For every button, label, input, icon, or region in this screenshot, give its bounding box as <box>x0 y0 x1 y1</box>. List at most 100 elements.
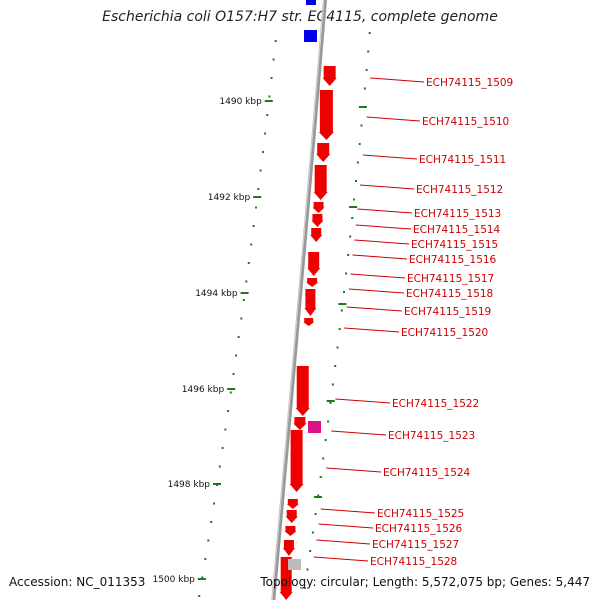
genome-title: Escherichia coli O157:H7 str. EC4115, co… <box>102 9 498 25</box>
gene-label: ECH74115_1525 <box>377 508 464 520</box>
scale-dot <box>340 309 343 312</box>
gene-arrow <box>285 510 298 523</box>
scale-dot <box>338 328 341 330</box>
scale-dot <box>351 217 354 219</box>
topology-label: Topology: <box>260 575 321 589</box>
scale-label: 1494 kbp <box>195 289 238 299</box>
gene-features <box>279 0 337 600</box>
gene-arrow <box>318 90 334 140</box>
gene-arrow <box>306 278 319 287</box>
gene-label: ECH74115_1522 <box>392 398 479 410</box>
scale-dot <box>221 447 224 449</box>
gene-label: ECH74115_1509 <box>426 77 513 89</box>
scale-dot <box>252 225 255 227</box>
scale-label: 1498 kbp <box>168 480 211 490</box>
scale-dot <box>272 58 275 61</box>
pseudo-gene <box>288 559 301 570</box>
scale-dot <box>207 539 210 542</box>
scale-dot <box>343 291 345 293</box>
scale-dot <box>240 317 243 320</box>
gene-arrow <box>312 202 325 213</box>
gene-arrow <box>284 526 297 536</box>
gene-arrow <box>316 143 331 162</box>
length-label: ; Length: <box>364 575 422 589</box>
backbone-line <box>271 0 327 600</box>
gene-label: ECH74115_1514 <box>413 224 501 236</box>
gene-label: ECH74115_1518 <box>406 288 493 300</box>
major-tick <box>358 106 367 108</box>
scale-dot <box>270 77 273 79</box>
scale-label: 1492 kbp <box>208 193 251 203</box>
genes-value: 5,447 <box>555 575 590 589</box>
gene-labels: ECH74115_1509 ECH74115_1510 ECH74115_1511 E… <box>370 77 513 568</box>
topology-value: circular <box>320 575 365 589</box>
scale-ticks-right <box>303 32 371 589</box>
gene-label: ECH74115_1520 <box>401 327 488 339</box>
accession-value: NC_011353 <box>76 575 146 589</box>
leader-line <box>320 508 376 514</box>
leader-line <box>346 306 403 312</box>
scale-dot <box>218 465 221 468</box>
gene-label: ECH74115_1528 <box>370 556 457 568</box>
scale-dot <box>268 95 271 98</box>
scale-dot <box>261 151 264 153</box>
scale-dot <box>232 373 235 375</box>
scale-dot <box>368 32 371 34</box>
leader-line <box>359 184 415 190</box>
gene-label: ECH74115_1513 <box>414 208 501 220</box>
scale-dot <box>204 558 207 560</box>
scale-dot <box>358 143 361 145</box>
leader-line <box>370 77 425 83</box>
leader-line <box>362 154 418 160</box>
scale-dot <box>317 494 320 497</box>
gene-arrow <box>304 289 317 316</box>
major-tick <box>313 496 322 498</box>
scale-dot <box>210 521 213 523</box>
scale-dot <box>327 420 330 423</box>
gene-label: ECH74115_1510 <box>422 116 509 128</box>
leader-line <box>352 254 408 260</box>
scale-dot <box>235 354 238 357</box>
leader-line <box>357 208 413 214</box>
gene-label: ECH74115_1517 <box>407 273 494 285</box>
scale-dot <box>306 568 309 571</box>
scale-labels: 1490 kbp 1492 kbp 1494 kbp 1496 kbp 1498 kbp… <box>152 97 262 585</box>
scale-dot <box>345 272 348 275</box>
gene-arrow <box>307 252 321 276</box>
scale-dot <box>322 457 325 460</box>
leader-line <box>318 523 374 529</box>
gene-arrow <box>322 66 337 86</box>
gene-arrow <box>311 214 324 227</box>
scale-dot <box>213 502 216 505</box>
scale-dot <box>349 235 352 238</box>
gene-arrow <box>303 318 315 326</box>
scale-dot <box>255 206 257 209</box>
scale-dot <box>311 531 314 534</box>
scale-dot <box>309 550 312 552</box>
scale-label: 1500 kbp <box>152 575 195 585</box>
scale-dot <box>303 587 306 589</box>
leader-line <box>331 430 387 436</box>
scale-dot <box>201 576 204 579</box>
gene-label: ECH74115_1527 <box>372 539 459 551</box>
scale-dot <box>229 391 232 394</box>
scale-dot <box>314 513 317 515</box>
scale-dot <box>329 402 332 404</box>
gene-arrow <box>293 417 307 430</box>
scale-dot <box>324 439 327 441</box>
gene-label: ECH74115_1526 <box>375 523 463 535</box>
major-tick <box>264 100 273 102</box>
scale-dot <box>355 180 357 182</box>
scale-dot <box>274 40 277 42</box>
scale-dot <box>336 346 339 349</box>
gene-label: ECH74115_1523 <box>388 430 475 442</box>
major-tick <box>227 388 236 390</box>
scale-dot <box>319 476 322 478</box>
gene-arrow <box>289 430 304 492</box>
leader-line <box>348 288 405 294</box>
gene-arrow <box>295 366 310 416</box>
major-tick <box>338 303 347 305</box>
leader-line <box>335 398 391 404</box>
gene-label: ECH74115_1515 <box>411 239 498 251</box>
gene-label: ECH74115_1524 <box>383 467 471 479</box>
